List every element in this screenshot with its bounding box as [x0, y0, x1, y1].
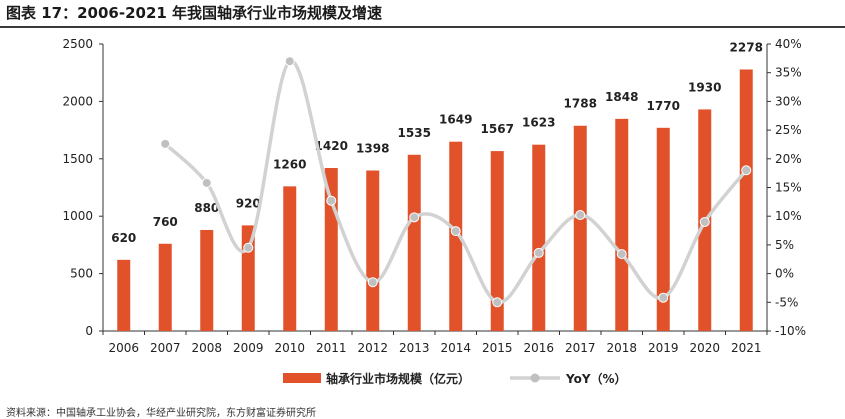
title-divider — [0, 26, 845, 28]
yoy-point — [160, 138, 171, 149]
right-tick-label: -5% — [775, 295, 798, 309]
legend-bar-swatch — [283, 373, 321, 383]
bar — [615, 118, 629, 331]
right-axis-tick-labels: -10% -5% 0% 5% 10% 15% 20% 25% 30% 35% 40% — [775, 37, 806, 338]
bar — [532, 144, 546, 331]
bar-data-label: 1260 — [273, 157, 306, 171]
bar — [739, 69, 753, 332]
x-tick-label: 2006 — [108, 341, 139, 355]
x-tick-label: 2016 — [523, 341, 554, 355]
bar-data-label: 1770 — [647, 99, 680, 113]
right-tick-label: 40% — [775, 37, 802, 51]
yoy-line — [164, 59, 748, 305]
bar — [490, 151, 504, 331]
bar — [324, 167, 338, 331]
chart-title: 图表 17：2006-2021 年我国轴承行业市场规模及增速 — [6, 4, 383, 22]
bar-series — [117, 69, 753, 332]
left-axis-tick-labels: 0 500 1000 1500 2000 2500 — [62, 37, 93, 338]
left-tick-label: 2000 — [62, 94, 93, 108]
bar — [283, 186, 297, 331]
x-tick-label: 2017 — [565, 341, 596, 355]
chart-axes — [99, 43, 771, 335]
bar-data-labels: 620 760 880 920 1260 1420 1398 1535 1649 1567 1623… — [111, 40, 763, 244]
yoy-point — [533, 247, 544, 258]
legend-line-label: YoY（%） — [565, 371, 627, 386]
x-tick-label: 2014 — [440, 341, 471, 355]
bar — [656, 127, 670, 331]
right-tick-label: 35% — [775, 66, 802, 80]
yoy-point — [284, 56, 295, 67]
yoy-point — [616, 249, 627, 260]
yoy-point — [201, 177, 212, 188]
bar-data-label: 620 — [111, 231, 136, 245]
yoy-point — [243, 242, 254, 253]
x-tick-label: 2020 — [689, 341, 720, 355]
yoy-point — [326, 195, 337, 206]
yoy-point — [492, 297, 503, 308]
left-tick-label: 1500 — [62, 152, 93, 166]
yoy-point — [741, 165, 752, 176]
left-tick-label: 500 — [70, 267, 93, 281]
bar — [407, 154, 421, 331]
bar-data-label: 1649 — [439, 113, 472, 127]
bar — [200, 229, 214, 331]
bar — [449, 141, 463, 331]
bar-data-label: 1930 — [688, 80, 721, 94]
bar-data-label: 880 — [194, 201, 219, 215]
bar-data-label: 1788 — [564, 97, 597, 111]
right-tick-label: 5% — [775, 238, 794, 252]
bar-data-label: 1623 — [522, 116, 555, 130]
bar-data-label: 1535 — [398, 126, 431, 140]
right-tick-label: -10% — [775, 324, 806, 338]
bar-data-label: 760 — [153, 215, 178, 229]
x-tick-label: 2009 — [233, 341, 264, 355]
yoy-point — [450, 226, 461, 237]
right-tick-label: 15% — [775, 181, 802, 195]
x-tick-label: 2008 — [191, 341, 222, 355]
x-tick-label: 2013 — [399, 341, 430, 355]
bar — [366, 170, 380, 331]
right-tick-label: 0% — [775, 267, 794, 281]
right-tick-label: 20% — [775, 152, 802, 166]
x-tick-label: 2010 — [274, 341, 305, 355]
left-tick-label: 0 — [85, 324, 93, 338]
left-tick-label: 1000 — [62, 209, 93, 223]
x-tick-label: 2012 — [357, 341, 388, 355]
x-tick-label: 2019 — [648, 341, 679, 355]
legend: 轴承行业市场规模（亿元） YoY（%） — [283, 371, 627, 386]
bar — [117, 259, 131, 331]
legend-line-marker — [530, 373, 540, 383]
yoy-line-series — [160, 56, 752, 308]
x-tick-label: 2015 — [482, 341, 513, 355]
x-axis-tick-labels: 2006 2007 2008 2009 2010 2011 2012 2013 2014 2015… — [108, 341, 761, 355]
bar-data-label: 1848 — [605, 90, 638, 104]
x-tick-label: 2011 — [316, 341, 347, 355]
bar — [158, 243, 172, 331]
bar-data-label: 1420 — [315, 139, 348, 153]
bar-data-label: 1398 — [356, 142, 389, 156]
bar-data-label: 2278 — [730, 40, 763, 54]
right-tick-label: 10% — [775, 209, 802, 223]
yoy-point — [575, 210, 586, 221]
yoy-point — [409, 212, 420, 223]
yoy-point — [699, 216, 710, 227]
legend-bar-label: 轴承行业市场规模（亿元） — [326, 371, 470, 386]
source-note: 资料来源：中国轴承工业协会，华经产业研究院，东方财富证券研究所 — [6, 408, 316, 419]
yoy-point — [658, 292, 669, 303]
bar-data-label: 920 — [236, 196, 261, 210]
bar — [573, 125, 587, 331]
x-tick-label: 2021 — [731, 341, 762, 355]
left-tick-label: 2500 — [62, 37, 93, 51]
x-tick-label: 2007 — [150, 341, 181, 355]
x-tick-label: 2018 — [606, 341, 637, 355]
yoy-point — [367, 277, 378, 288]
right-tick-label: 25% — [775, 123, 802, 137]
right-tick-label: 30% — [775, 94, 802, 108]
bar-data-label: 1567 — [481, 122, 514, 136]
